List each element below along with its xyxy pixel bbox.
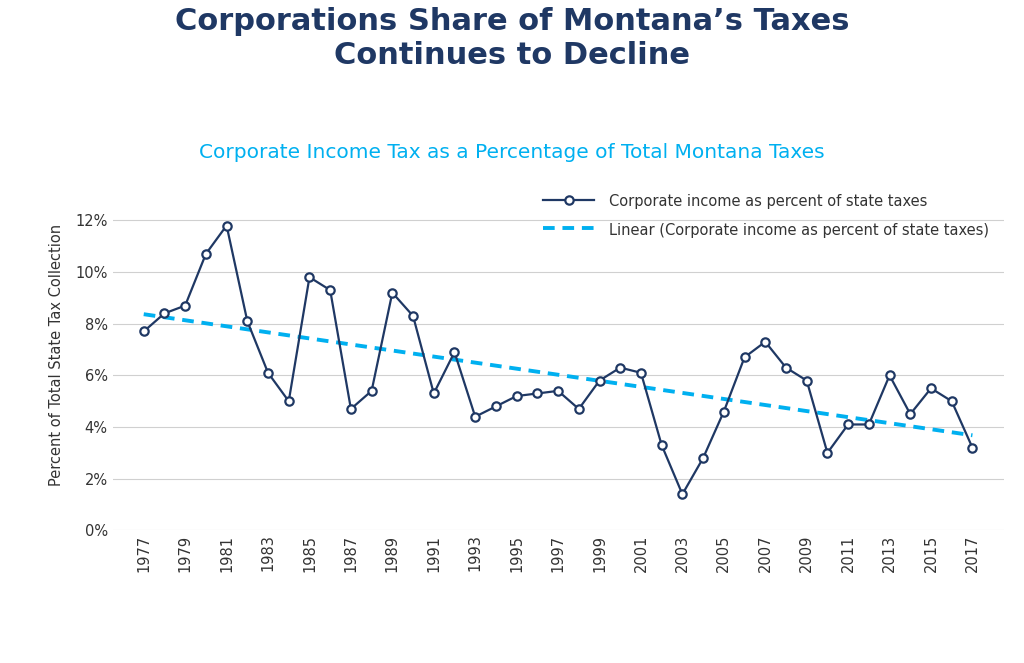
Legend: Corporate income as percent of state taxes, Linear (Corporate income as percent : Corporate income as percent of state tax… — [536, 186, 996, 245]
Text: Corporate Income Tax as a Percentage of Total Montana Taxes: Corporate Income Tax as a Percentage of … — [200, 143, 824, 162]
Y-axis label: Percent of Total State Tax Collection: Percent of Total State Tax Collection — [49, 223, 65, 486]
Text: Corporations Share of Montana’s Taxes
Continues to Decline: Corporations Share of Montana’s Taxes Co… — [175, 7, 849, 70]
